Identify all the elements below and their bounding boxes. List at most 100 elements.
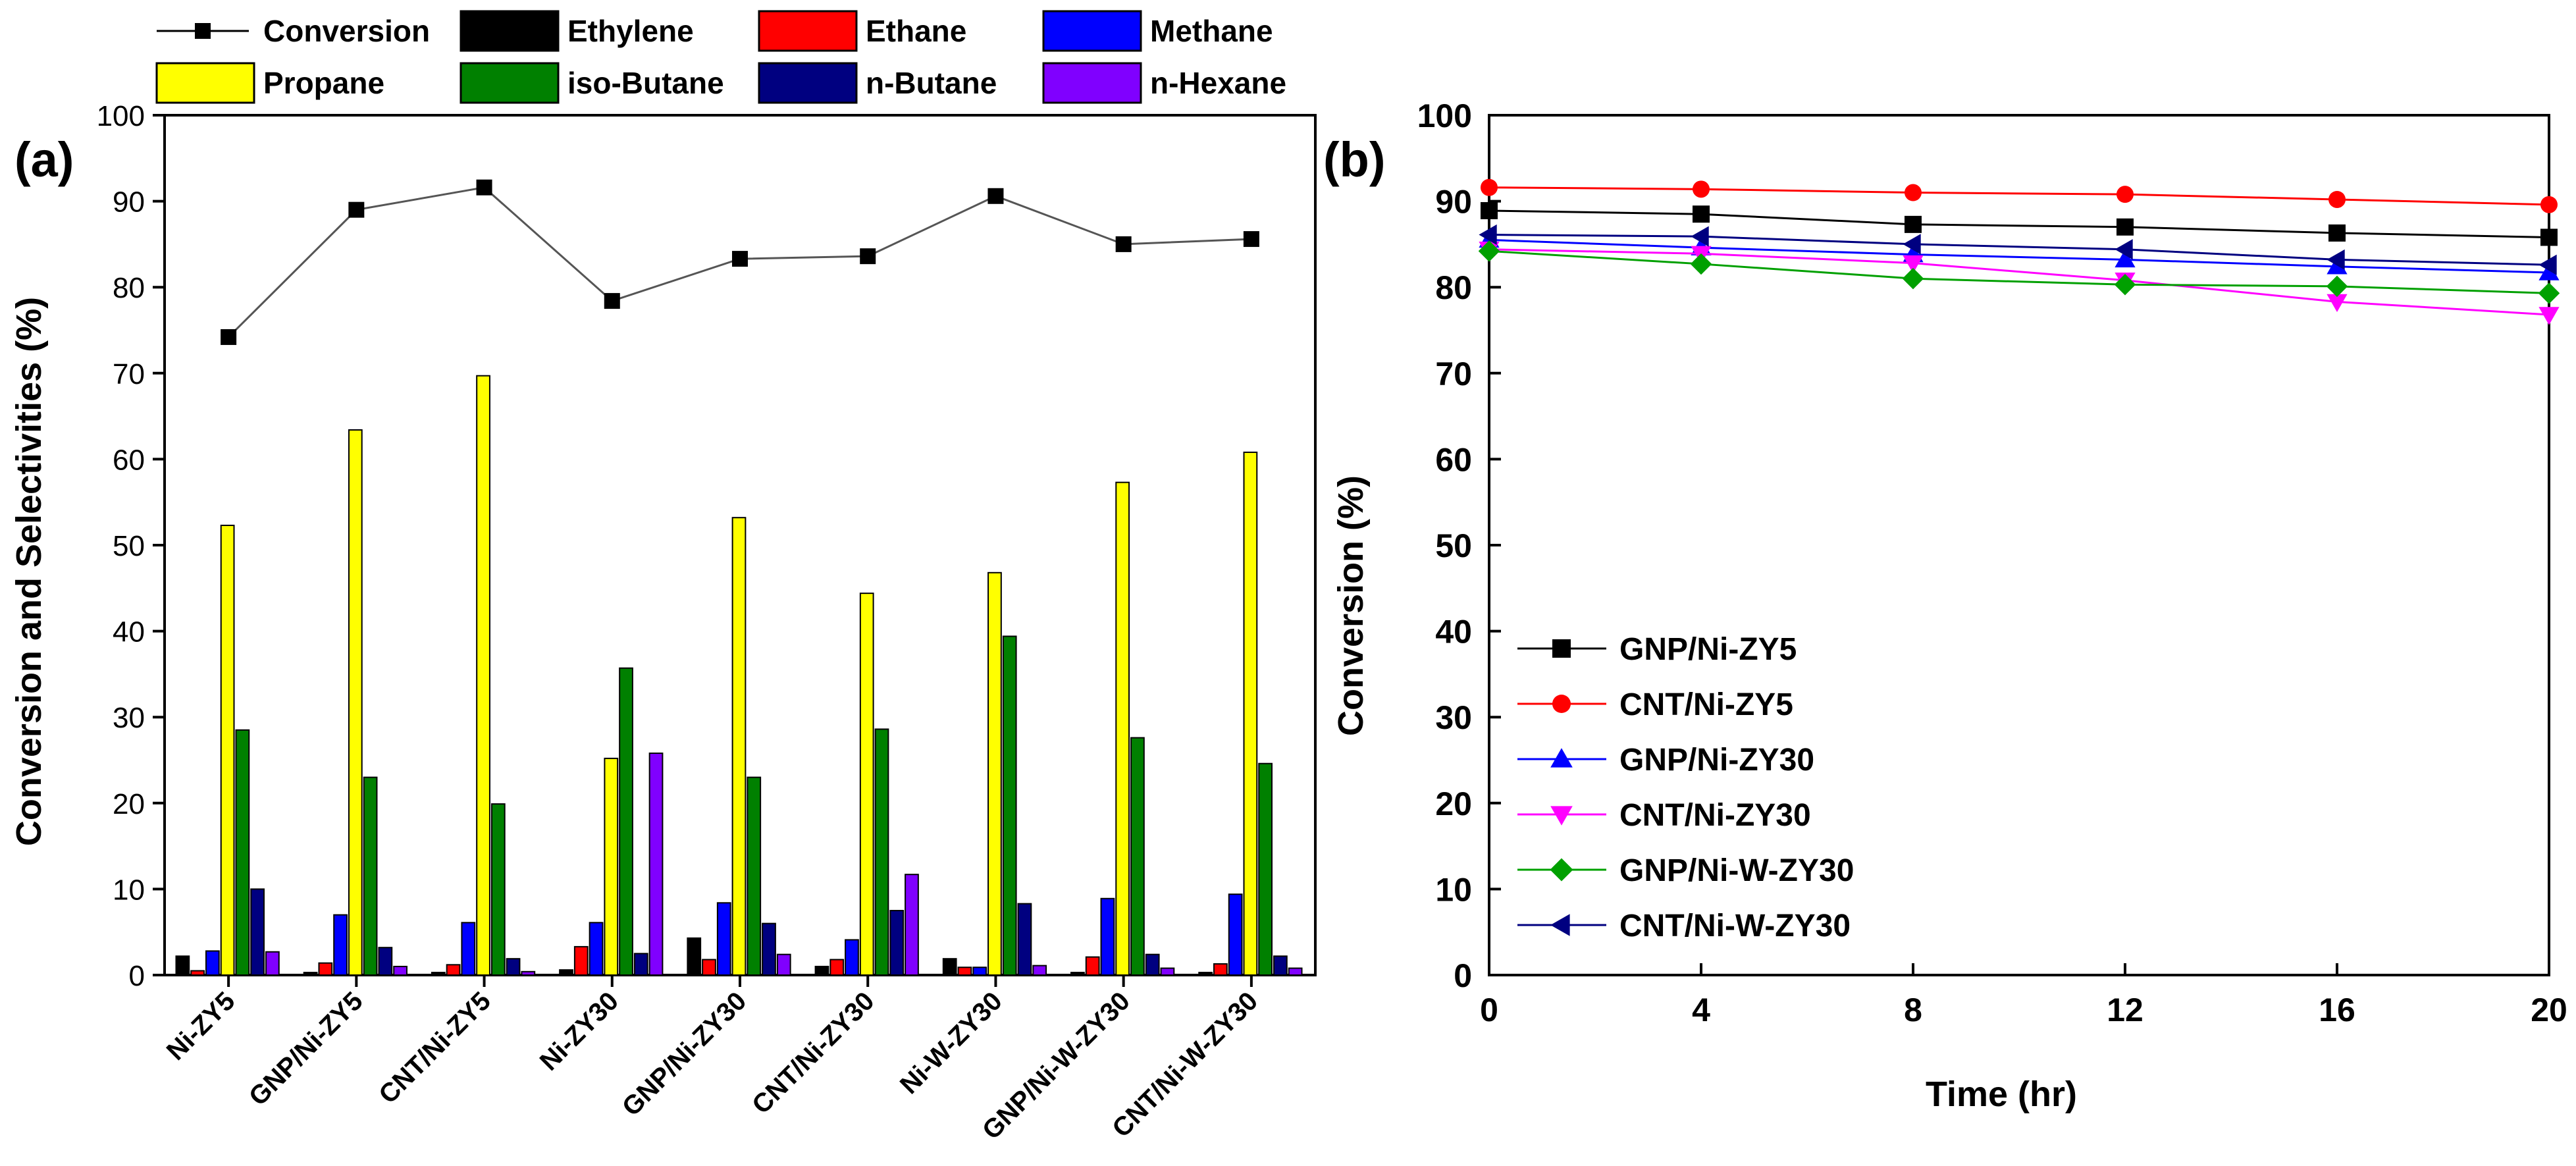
series-5-point-0 [1479, 224, 1497, 246]
legend-b-label: GNP/Ni-W-ZY30 [1619, 853, 1854, 888]
legend-label: n-Hexane [1150, 66, 1286, 100]
series-3-point-5 [2538, 307, 2560, 325]
bar-n-butane-7 [1145, 953, 1160, 976]
bar-iso-butane-7 [1130, 737, 1145, 976]
bar-iso-butane-6 [1002, 635, 1017, 976]
bar-ethylene-5 [814, 965, 829, 976]
legend-b-label: GNP/Ni-ZY30 [1619, 743, 1814, 778]
legend-b-label: CNT/Ni-ZY5 [1619, 687, 1793, 722]
conversion-point-2 [476, 179, 492, 196]
series-line-3 [1488, 248, 2550, 316]
series-4-point-1 [1690, 253, 1712, 275]
bar-ethylene-7 [1070, 972, 1085, 976]
bar-ethylene-0 [175, 955, 190, 976]
bar-ethane-7 [1085, 956, 1100, 976]
bar-n-butane-1 [378, 947, 393, 976]
legend-swatch-propane [155, 62, 255, 104]
bar-propane-5 [859, 593, 874, 976]
panel-a-y-tick-label: 0 [129, 960, 145, 992]
bar-n-hexane-2 [521, 970, 536, 976]
series-line-1 [1488, 186, 2550, 206]
bar-iso-butane-8 [1258, 762, 1273, 976]
bar-ethane-6 [957, 967, 972, 976]
legend-swatch-n-butane [758, 62, 858, 104]
bar-ethane-4 [702, 959, 716, 976]
panel-a-label: (a) [14, 132, 74, 187]
legend-b-marker-5 [1550, 914, 1570, 936]
bar-n-hexane-0 [265, 951, 280, 976]
bar-n-hexane-4 [776, 953, 791, 976]
bar-iso-butane-2 [490, 803, 506, 976]
panel-b-x-tick-label: 0 [1480, 992, 1498, 1028]
panel-b-y-tick-label: 40 [1435, 614, 1472, 650]
panel-a-bar-chart: (a) Conversion and Selectivities (%) 0 10… [9, 10, 1317, 1145]
series-line-5 [1488, 234, 2550, 266]
bar-propane-7 [1115, 481, 1130, 976]
series-1-point-5 [2540, 196, 2558, 213]
panel-b-y-tick-label: 20 [1435, 785, 1472, 822]
conversion-point-7 [1115, 236, 1132, 252]
bar-n-butane-3 [633, 953, 648, 976]
legend-b-label: CNT/Ni-W-ZY30 [1619, 909, 1851, 943]
bar-propane-2 [476, 375, 490, 976]
panel-b-y-tick-label: 80 [1435, 269, 1472, 306]
bar-n-hexane-5 [905, 874, 919, 976]
bar-methane-6 [972, 967, 987, 976]
series-1-point-4 [2328, 190, 2346, 208]
conversion-point-5 [860, 248, 876, 265]
bar-methane-2 [461, 922, 476, 976]
bar-n-butane-4 [762, 922, 776, 976]
bar-methane-3 [589, 922, 604, 976]
bar-methane-1 [333, 914, 348, 976]
panel-a-y-tick-label: 70 [113, 358, 145, 390]
bar-n-hexane-3 [648, 753, 664, 976]
bar-ethylene-3 [559, 969, 573, 976]
series-0-point-2 [1905, 215, 1922, 233]
series-5-point-1 [1691, 226, 1709, 247]
panel-b-x-tick-label: 16 [2319, 992, 2355, 1028]
legend-conversion-marker [195, 23, 211, 39]
legend-b-marker-1 [1552, 695, 1571, 713]
bar-propane-8 [1243, 451, 1258, 976]
series-1-point-2 [1905, 184, 1922, 201]
series-2-point-3 [2115, 249, 2136, 268]
panel-a-y-tick-label: 30 [113, 702, 145, 734]
legend-label: n-Butane [866, 66, 997, 100]
bar-propane-4 [731, 517, 747, 976]
bar-ethane-8 [1213, 963, 1228, 976]
bar-propane-6 [987, 571, 1002, 976]
panel-b-y-axis-label: Conversion (%) [1331, 475, 1371, 736]
series-5-point-4 [2326, 249, 2345, 271]
series-1-point-3 [2116, 186, 2134, 203]
series-0-point-0 [1481, 201, 1498, 219]
panel-b-x-tick-label: 8 [1904, 992, 1922, 1028]
bar-iso-butane-5 [874, 728, 889, 976]
series-4-point-2 [1902, 267, 1924, 290]
bar-methane-8 [1228, 893, 1243, 976]
bar-n-butane-6 [1017, 903, 1032, 976]
legend-b-marker-0 [1552, 639, 1571, 658]
panel-b-label: (b) [1323, 132, 1386, 187]
legend-label: Ethane [866, 14, 966, 48]
panel-b-y-tick-label: 60 [1435, 441, 1472, 478]
series-0-point-5 [2540, 228, 2558, 246]
panel-b-y-tick-label: 50 [1435, 527, 1472, 564]
series-line-2 [1488, 238, 2550, 274]
panel-b-y-tick-label: 30 [1435, 699, 1472, 736]
bar-ethylene-4 [687, 937, 702, 976]
bar-n-butane-5 [889, 910, 905, 976]
panel-b-y-tick-label: 100 [1417, 97, 1472, 134]
legend-label: Conversion [263, 14, 430, 48]
bar-propane-0 [220, 524, 235, 976]
panel-b-y-tick-label: 90 [1435, 184, 1472, 221]
bar-n-hexane-8 [1288, 967, 1303, 976]
series-5-point-5 [2538, 254, 2557, 275]
bar-methane-4 [716, 902, 731, 976]
legend-swatch-iso-butane [460, 62, 560, 104]
conversion-point-4 [732, 251, 748, 267]
legend-swatch-ethane [758, 10, 858, 52]
conversion-point-6 [987, 188, 1004, 204]
conversion-point-8 [1243, 231, 1259, 248]
panel-b-x-tick-label: 12 [2107, 992, 2143, 1028]
